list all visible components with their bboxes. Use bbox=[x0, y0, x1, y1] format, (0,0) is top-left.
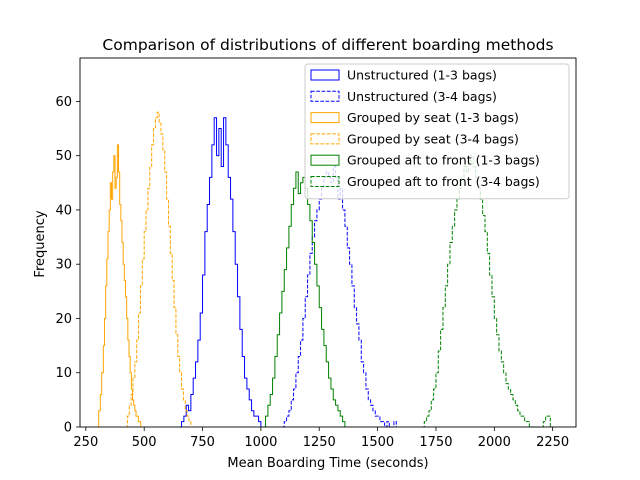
legend-swatch bbox=[310, 90, 340, 102]
legend-label: Grouped by seat (1-3 bags) bbox=[347, 110, 519, 125]
x-tick-label: 250 bbox=[73, 435, 98, 450]
y-tick-label: 0 bbox=[64, 421, 72, 436]
legend-label: Grouped aft to front (3-4 bags) bbox=[347, 174, 540, 189]
legend-box bbox=[304, 63, 570, 200]
x-tick-label: 1750 bbox=[419, 435, 452, 450]
y-tick-label: 60 bbox=[55, 95, 72, 110]
x-tick-label: 2250 bbox=[536, 435, 569, 450]
legend-swatch bbox=[310, 69, 340, 81]
y-tick-label: 50 bbox=[55, 149, 72, 164]
x-tick-label: 1500 bbox=[361, 435, 394, 450]
chart-title: Comparison of distributions of different… bbox=[102, 36, 553, 54]
axes: 250 500 750 1000 1250 1500 1750 2000 2250 0 10 20 30… bbox=[55, 57, 577, 450]
legend-label: Unstructured (1-3 bags) bbox=[347, 68, 497, 83]
y-tick-label: 40 bbox=[55, 203, 72, 218]
x-axis-label: Mean Boarding Time (seconds) bbox=[227, 456, 428, 471]
legend-label: Grouped by seat (3-4 bags) bbox=[347, 131, 519, 146]
x-tick-label: 2000 bbox=[478, 435, 511, 450]
legend-label: Grouped aft to front (1-3 bags) bbox=[347, 153, 540, 168]
x-tick-label: 1250 bbox=[303, 435, 336, 450]
series-2-histogram bbox=[281, 166, 397, 428]
y-tick-label: 20 bbox=[55, 312, 72, 327]
series-5-histogram bbox=[263, 171, 346, 428]
series-4-histogram bbox=[125, 111, 192, 428]
plot-frame bbox=[79, 57, 577, 428]
legend-swatch bbox=[310, 133, 340, 145]
legend: Unstructured (1-3 bags) Unstructured (3-4… bbox=[304, 63, 570, 200]
x-tick-label: 1000 bbox=[244, 435, 277, 450]
y-axis-label: Frequency bbox=[33, 210, 48, 277]
y-tick-label: 10 bbox=[55, 366, 72, 381]
y-tick-label: 30 bbox=[55, 258, 72, 273]
legend-swatch bbox=[310, 112, 340, 124]
series-3-histogram bbox=[97, 144, 142, 428]
series-1-histogram bbox=[179, 117, 262, 428]
x-tick-label: 750 bbox=[190, 435, 215, 450]
legend-label: Unstructured (3-4 bags) bbox=[347, 89, 497, 104]
x-tick-label: 500 bbox=[132, 435, 157, 450]
legend-swatch bbox=[310, 176, 340, 187]
legend-swatch bbox=[310, 154, 340, 166]
